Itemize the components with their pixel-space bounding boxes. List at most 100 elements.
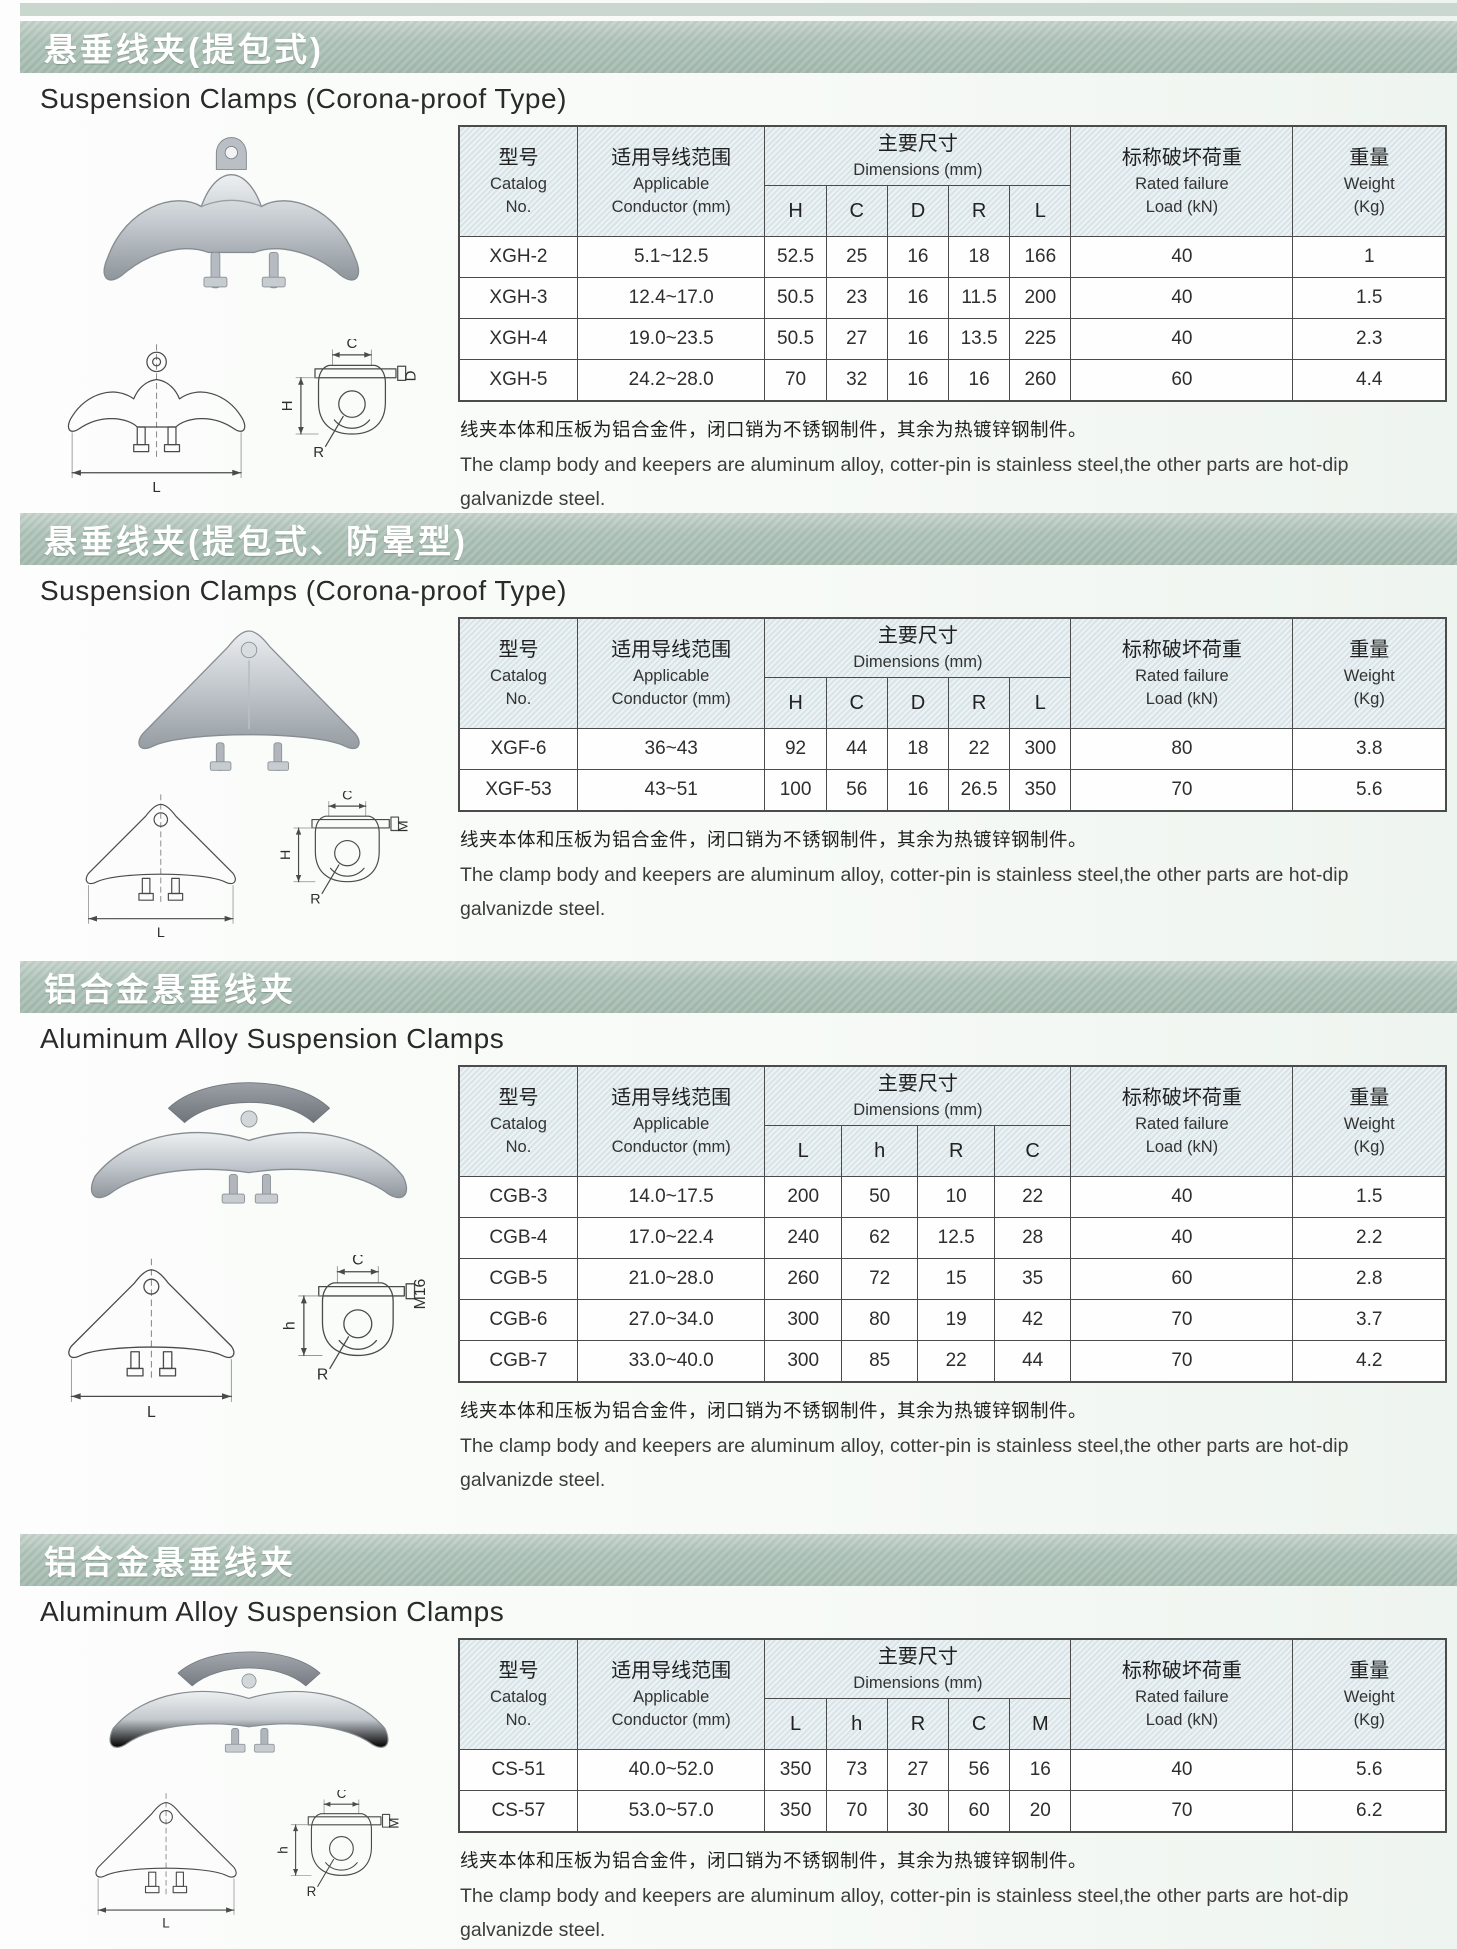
col-header-dimensions: 主要尺寸 Dimensions (mm): [764, 1065, 1072, 1127]
dim-col-header: M: [1009, 1698, 1072, 1751]
value-cell: 56: [825, 769, 888, 812]
header-line-en: (Kg): [1353, 1138, 1385, 1157]
value-cell: 50: [840, 1176, 919, 1219]
technical-drawing: L C M16: [68, 1255, 429, 1421]
value-cell: 70: [764, 359, 827, 402]
dim-col-header: L: [764, 1698, 827, 1751]
dim-col-header: L: [764, 1125, 842, 1178]
header-line-en: Applicable: [633, 1687, 710, 1706]
dim-col-header: R: [948, 677, 1011, 730]
value-cell: 350: [1009, 769, 1072, 812]
value-cell: 25: [825, 236, 888, 279]
model-cell: XGF-53: [458, 769, 578, 812]
value-cell: 350: [764, 1749, 827, 1792]
spec-table: 型号 Catalog No. 适用导线范围 Applicable Conduct…: [458, 617, 1447, 813]
section-title-zh: 悬垂线夹(提包式): [44, 31, 324, 68]
col-header-conductor: 适用导线范围 Applicable Conductor (mm): [576, 1065, 766, 1178]
header-line-en: Applicable: [633, 174, 710, 193]
value-cell: 70: [1070, 1790, 1294, 1833]
header-line-zh: 标称破坏荷重: [1121, 1659, 1242, 1682]
dim-label-length: L: [157, 925, 165, 941]
dim-label-radius: R: [310, 892, 320, 908]
dim-label-length: L: [152, 479, 160, 496]
value-cell: 166: [1009, 236, 1072, 279]
product-photo: [103, 137, 360, 289]
value-cell: 16: [948, 359, 1011, 402]
value-cell: 5.6: [1292, 1749, 1447, 1792]
model-cell: XGH-5: [458, 359, 578, 402]
value-cell: 33.0~40.0: [576, 1340, 766, 1383]
dim-label-radius: R: [313, 444, 324, 461]
table-row: XGH-5 24.2~28.0 70 32 16 16 260 60 4.4: [458, 359, 1447, 402]
spec-table: 型号 Catalog No. 适用导线范围 Applicable Conduct…: [458, 1065, 1447, 1384]
header-line-en: Applicable: [633, 666, 710, 685]
table-row: CS-57 53.0~57.0 350 70 30 60 20 70 6.2: [458, 1790, 1447, 1833]
section-suspension-clamps-2: 悬垂线夹(提包式、防晕型) Suspension Clamps (Corona-…: [0, 513, 1457, 961]
table-row: CS-51 40.0~52.0 350 73 27 56 16 40 5.6: [458, 1749, 1447, 1792]
material-note-zh: 线夹本体和压板为铝合金件，闭口销为不锈钢制件，其余为热镀锌钢制件。: [460, 1850, 1088, 1872]
header-line-en: No.: [505, 690, 532, 709]
material-note-zh: 线夹本体和压板为铝合金件，闭口销为不锈钢制件，其余为热镀锌钢制件。: [460, 419, 1088, 441]
col-header-load: 标称破坏荷重 Rated failure Load (kN): [1070, 617, 1294, 730]
header-line-zh: 标称破坏荷重: [1121, 1086, 1242, 1109]
value-cell: 70: [1070, 769, 1294, 812]
value-cell: 18: [886, 728, 950, 771]
value-cell: 16: [886, 236, 950, 279]
col-header-conductor: 适用导线范围 Applicable Conductor (mm): [576, 125, 766, 238]
col-header-weight: 重量 Weight (Kg): [1292, 1638, 1447, 1751]
model-cell: XGF-6: [458, 728, 578, 771]
header-line-zh: 主要尺寸: [877, 1646, 958, 1668]
section-aluminum-clamps-1: 铝合金悬垂线夹 Aluminum Alloy Suspension Clamps: [0, 961, 1457, 1534]
value-cell: 1: [1292, 236, 1447, 279]
value-cell: 60: [948, 1790, 1011, 1833]
table-row: XGF-53 43~51 100 56 16 26.5 350 70 5.6: [458, 769, 1447, 812]
dim-label-side: M: [396, 820, 412, 832]
value-cell: 80: [840, 1299, 919, 1342]
value-cell: 17.0~22.4: [576, 1217, 766, 1260]
dim-label-height: h: [282, 1321, 299, 1330]
header-line-zh: 标称破坏荷重: [1121, 638, 1242, 661]
table-row: XGH-2 5.1~12.5 52.5 25 16 18 166 40 1: [458, 236, 1447, 279]
dim-col-header: D: [886, 677, 950, 730]
dim-col-header: h: [825, 1698, 888, 1751]
col-header-model: 型号 Catalog No.: [458, 1638, 578, 1751]
model-cell: CS-51: [458, 1749, 578, 1792]
value-cell: 16: [886, 769, 950, 812]
value-cell: 19.0~23.5: [576, 318, 766, 361]
dim-label-length: L: [147, 1404, 156, 1421]
value-cell: 3.8: [1292, 728, 1447, 771]
value-cell: 40: [1070, 1749, 1294, 1792]
header-line-en: Conductor (mm): [611, 690, 731, 709]
header-line-en: Catalog: [490, 666, 547, 685]
header-line-en: Weight: [1343, 1687, 1395, 1706]
value-cell: 72: [840, 1258, 919, 1301]
dim-label-side: D: [402, 370, 419, 381]
material-note-zh: 线夹本体和压板为铝合金件，闭口销为不锈钢制件，其余为热镀锌钢制件。: [460, 829, 1088, 851]
value-cell: 19: [917, 1299, 995, 1342]
side-view-diagram: C M H R: [278, 791, 412, 908]
header-line-en: Weight: [1343, 174, 1395, 193]
value-cell: 27.0~34.0: [576, 1299, 766, 1342]
value-cell: 16: [886, 359, 950, 402]
dim-label-side: M: [386, 1818, 401, 1829]
section-title-banner: 铝合金悬垂线夹: [20, 961, 1457, 1013]
value-cell: 23: [825, 277, 888, 320]
table-row: CGB-7 33.0~40.0 300 85 22 44 70 4.2: [458, 1340, 1447, 1383]
header-line-en: Dimensions (mm): [853, 1674, 983, 1692]
dim-col-header: L: [1009, 185, 1072, 238]
value-cell: 53.0~57.0: [576, 1790, 766, 1833]
header-line-en: Dimensions (mm): [853, 161, 983, 179]
material-note-en: The clamp body and keepers are aluminum …: [460, 454, 1349, 511]
section-title-en: Aluminum Alloy Suspension Clamps: [40, 1023, 505, 1054]
value-cell: 52.5: [764, 236, 827, 279]
value-cell: 240: [764, 1217, 842, 1260]
side-view-diagram: C M h R: [276, 1790, 402, 1899]
header-line-zh: 重量: [1349, 1659, 1390, 1682]
material-note-zh: 线夹本体和压板为铝合金件，闭口销为不锈钢制件，其余为热镀锌钢制件。: [460, 1400, 1088, 1422]
value-cell: 3.7: [1292, 1299, 1447, 1342]
material-note-en: The clamp body and keepers are aluminum …: [460, 864, 1349, 921]
value-cell: 4.2: [1292, 1340, 1447, 1383]
header-line-en: No.: [505, 1711, 532, 1730]
material-note-en: The clamp body and keepers are aluminum …: [460, 1885, 1349, 1942]
header-line-en: (Kg): [1353, 1711, 1385, 1730]
